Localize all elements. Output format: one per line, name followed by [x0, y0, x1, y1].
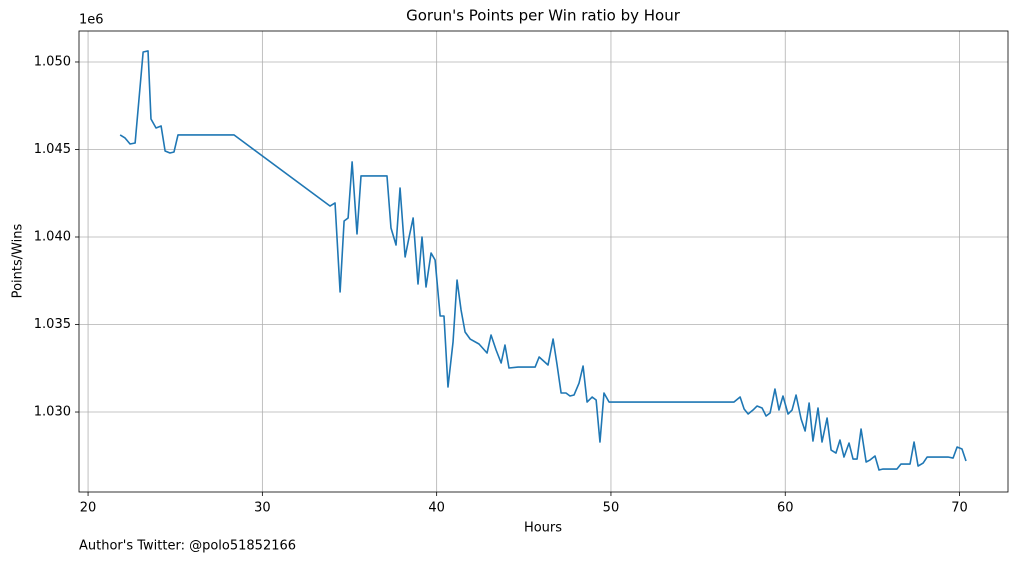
- y-tick-label: 1.045: [34, 142, 71, 157]
- x-tick-label: 60: [777, 501, 794, 516]
- chart-title: Gorun's Points per Win ratio by Hour: [406, 7, 681, 25]
- x-axis-label: Hours: [524, 521, 562, 536]
- y-tick-label: 1.035: [34, 317, 71, 332]
- x-tick-label: 50: [603, 501, 620, 516]
- y-offset-label: 1e6: [79, 13, 104, 28]
- y-tick-label: 1.050: [34, 54, 71, 69]
- footnote: Author's Twitter: @polo51852166: [79, 539, 296, 554]
- y-tick-label: 1.040: [34, 229, 71, 244]
- x-tick-label: 40: [428, 501, 445, 516]
- y-tick-label: 1.030: [34, 405, 71, 420]
- x-tick-label: 70: [951, 501, 968, 516]
- data-line: [119, 50, 967, 471]
- x-tick-label: 30: [254, 501, 271, 516]
- y-axis-label: Points/Wins: [11, 223, 26, 298]
- x-tick-label: 20: [80, 501, 97, 516]
- plot-frame: [78, 30, 1009, 493]
